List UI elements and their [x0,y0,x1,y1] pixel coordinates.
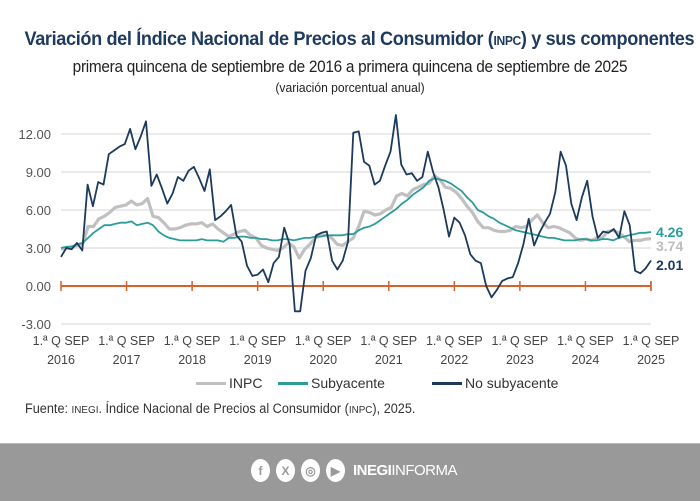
source-abbr: INPC [348,404,373,416]
source-text: . Índice Nacional de Precios al Consumid… [98,401,349,416]
y-tick-label: -3.00 [21,317,51,332]
legend-item-subyacente: Subyacente [278,375,385,391]
x-axis-ticks: 1.ª Q SEP 2016 1.ª Q SEP 2017 1.ª Q SEP 2018 1… [33,334,680,367]
x-tick-label: 1.ª Q SEP [557,334,614,348]
title-text: Variación del Índice Nacional de Precios… [24,28,494,50]
x-tick-year: 2023 [506,353,534,367]
series-line-inpc [60,174,652,260]
title-abbr: INPC [493,33,521,48]
legend-label: Subyacente [311,375,385,391]
y-tick-label: 3.00 [26,241,51,256]
gridlines [61,133,651,325]
x-tick-year: 2016 [47,353,75,367]
x-tick-label: 1.ª Q SEP [492,334,549,348]
youtube-icon[interactable]: ▶ [326,459,345,482]
social-links: f X ◎ ▶ INEGIINFORMA [251,459,458,482]
x-tick-year: 2021 [375,353,403,367]
brand-bold: INEGI [353,462,392,479]
chart-subtitle: primera quincena de septiembre de 2016 a… [72,58,628,76]
chart-title: Variación del Índice Nacional de Precios… [24,28,695,51]
y-tick-label: 12.00 [18,127,51,142]
x-tick-year: 2018 [178,353,206,367]
x-tick-label: 1.ª Q SEP [33,334,90,348]
x-tick-label: 1.ª Q SEP [426,334,483,348]
line-chart: 12.00 9.00 6.00 3.00 0.00 -3.00 1.ª Q SEP 2016… [18,114,683,367]
zero-axis [60,281,652,291]
y-tick-label: 6.00 [26,203,51,218]
x-tick-year: 2024 [572,353,600,367]
legend-label: INPC [229,375,263,391]
legend-item-no-subyacente: No subyacente [432,375,558,391]
y-axis-ticks: 12.00 9.00 6.00 3.00 0.00 -3.00 [18,127,51,332]
brand-light: INFORMA [391,462,458,479]
x-tick-label: 1.ª Q SEP [360,334,417,348]
legend-label: No subyacente [465,375,559,391]
legend: INPC Subyacente No subyacente [0,375,700,395]
x-tick-label: 1.ª Q SEP [98,334,155,348]
instagram-icon[interactable]: ◎ [301,459,320,482]
series-line-no-subyacente [60,114,652,313]
x-tick-year: 2017 [113,353,141,367]
x-icon[interactable]: X [276,459,295,482]
legend-swatch-no-subyacente [432,381,462,385]
x-tick-label: 1.ª Q SEP [623,334,680,348]
x-tick-year: 2019 [244,353,272,367]
title-text-end: ) y sus componentes [520,28,695,50]
legend-item-inpc: INPC [196,375,262,391]
legend-swatch-subyacente [278,381,308,385]
series-line-subyacente [60,177,652,249]
brand-inegi-informa[interactable]: INEGIINFORMA [353,462,458,479]
footer-bar: f X ◎ ▶ INEGIINFORMA [0,443,700,501]
facebook-icon[interactable]: f [251,459,270,482]
source-org: INEGI [71,404,99,416]
end-label-subyacente: 4.26 [656,224,683,240]
end-labels: 3.744.26 2.01 [656,224,683,273]
y-tick-label: 0.00 [26,279,51,294]
x-tick-year: 2022 [440,353,468,367]
source-prefix: Fuente: [25,401,72,416]
series-lines [60,114,652,313]
legend-swatch-inpc [196,381,226,385]
x-tick-label: 1.ª Q SEP [229,334,286,348]
source-year: ), 2025. [372,401,416,416]
x-tick-label: 1.ª Q SEP [295,334,352,348]
x-tick-year: 2020 [309,353,337,367]
unit-note: (variación porcentual anual) [275,80,425,95]
end-label-no-subyacente: 2.01 [656,257,683,273]
x-tick-label: 1.ª Q SEP [164,334,221,348]
y-tick-label: 9.00 [26,165,51,180]
x-tick-year: 2025 [637,353,665,367]
source-note: Fuente: INEGI. Índice Nacional de Precio… [25,401,415,416]
end-label-inpc: 3.74 [656,238,683,254]
